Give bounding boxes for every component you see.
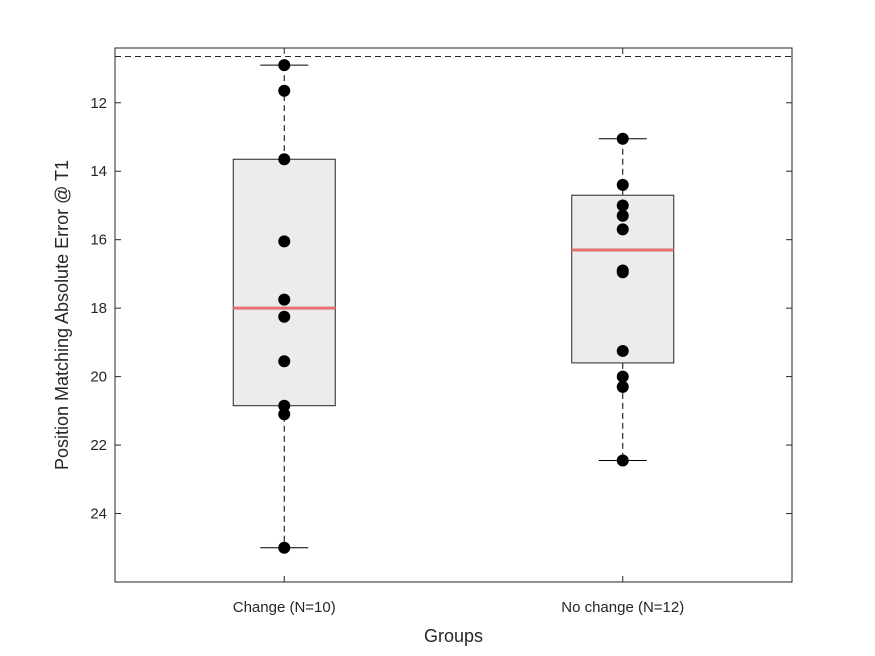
group-1-point-5 xyxy=(278,293,291,306)
group-1-point-8 xyxy=(278,399,291,412)
group-2-point-5 xyxy=(616,223,629,236)
group-2-point-7 xyxy=(616,266,629,279)
group-1-point-7 xyxy=(278,355,291,368)
y-tick-label-14: 14 xyxy=(90,163,107,180)
chart-marks xyxy=(115,56,792,554)
y-tick-label-20: 20 xyxy=(90,369,107,386)
group-2-point-1 xyxy=(616,132,629,145)
y-tick-label-16: 16 xyxy=(90,232,107,249)
axes-frame xyxy=(114,47,793,583)
group-1-point-2 xyxy=(278,84,291,97)
x-axis-ticks: Change (N=10) No change (N=12) xyxy=(233,48,684,616)
group-1-point-1 xyxy=(278,59,291,72)
group-2-point-10 xyxy=(616,380,629,393)
y-axis-ticks: 12 14 16 18 20 22 24 xyxy=(90,95,792,523)
group-1-point-3 xyxy=(278,153,291,166)
y-tick-label-18: 18 xyxy=(90,300,107,317)
x-axis-title: Groups xyxy=(424,626,483,646)
group-1-box xyxy=(232,158,336,407)
y-tick-label-12: 12 xyxy=(90,95,107,112)
y-axis-title: Position Matching Absolute Error @ T1 xyxy=(52,160,72,470)
group-1-point-9 xyxy=(278,408,291,421)
group-2-box xyxy=(571,194,675,364)
y-tick-label-22: 22 xyxy=(90,437,107,454)
group-1-x-tick-label: Change (N=10) xyxy=(233,599,336,616)
group-2-point-11 xyxy=(616,454,629,467)
group-2-point-8 xyxy=(616,344,629,357)
group-2-point-9 xyxy=(616,370,629,383)
group-2-point-3 xyxy=(616,199,629,212)
y-tick-label-24: 24 xyxy=(90,506,107,523)
group-2-point-2 xyxy=(616,178,629,191)
group-2-x-tick-label: No change (N=12) xyxy=(561,599,684,616)
group-1-point-10 xyxy=(278,541,291,554)
group-1-point-4 xyxy=(278,235,291,248)
group-2-point-4 xyxy=(616,209,629,222)
group-1-point-6 xyxy=(278,310,291,323)
